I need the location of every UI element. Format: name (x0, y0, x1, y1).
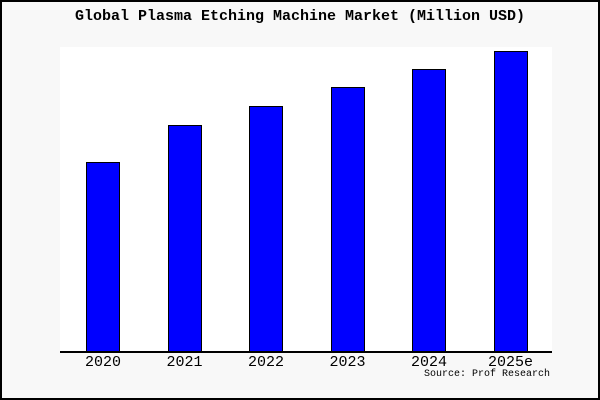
x-tick-label-2022: 2022 (247, 354, 284, 371)
bar-2025e (493, 51, 528, 351)
bar-2021 (167, 125, 202, 351)
bar-2022 (249, 106, 283, 351)
source-note: Source: Prof Research (423, 369, 550, 380)
x-tick-label-2023: 2023 (329, 354, 366, 371)
plot-area (60, 47, 552, 353)
x-tick-label-2024: 2024 (410, 354, 447, 371)
x-tick-label-2020: 2020 (84, 354, 121, 371)
x-tick-label-2021: 2021 (166, 354, 203, 371)
chart-title: Global Plasma Etching Machine Market (Mi… (74, 8, 526, 25)
bar-2020 (86, 162, 120, 351)
bar-2024 (412, 69, 446, 351)
bar-2023 (330, 87, 365, 351)
x-tick-label-2025e: 2025e (487, 354, 533, 371)
